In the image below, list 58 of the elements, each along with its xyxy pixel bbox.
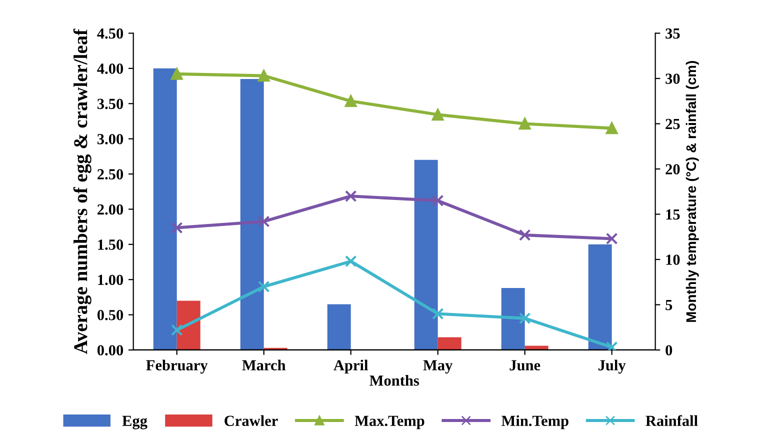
x-tick-label: February	[146, 360, 208, 374]
y-tick-label: 0.50	[97, 310, 124, 320]
bar	[414, 160, 438, 350]
point	[258, 280, 270, 293]
legend-label: Egg	[122, 416, 148, 430]
y-tick-label: 1.00	[98, 274, 124, 286]
legend-label: Rainfall	[646, 415, 698, 426]
y-tick-label: 0.00	[97, 345, 124, 356]
y2-axis-title: Monthly temperature (°C) & rainfall (cm)	[686, 61, 699, 322]
y2-tick-label: 20	[666, 164, 680, 174]
x-axis-title: Months	[370, 374, 420, 386]
legend-label: Crawler	[224, 415, 278, 426]
point	[170, 222, 183, 234]
point	[170, 68, 183, 80]
x-tick-label: March	[242, 360, 286, 370]
y2-tick-label: 30	[666, 74, 680, 84]
x-tick-label: July	[598, 360, 626, 374]
y-tick-label: 2.00	[98, 204, 124, 215]
y-tick-label: 3.00	[97, 134, 124, 144]
point	[258, 70, 270, 82]
legend-label: Min.Temp	[502, 415, 568, 430]
y-tick-label: 2.50	[98, 169, 124, 180]
point	[258, 216, 270, 228]
y2-tick-label: 35	[666, 28, 680, 39]
bar	[176, 300, 200, 350]
bar	[438, 337, 462, 350]
point	[432, 194, 444, 207]
x-tick-label: May	[423, 360, 453, 374]
point	[432, 308, 444, 320]
point	[606, 122, 618, 134]
bar	[240, 78, 264, 350]
point	[518, 229, 531, 241]
point	[170, 324, 183, 336]
y-tick-label: 4.50	[97, 28, 124, 39]
bar	[588, 244, 612, 350]
legend-label: Max.Temp	[354, 416, 424, 430]
y-axis-title: Average numbers of egg & crawler/leaf	[73, 28, 92, 354]
point	[344, 190, 357, 202]
y2-tick-label: 10	[666, 254, 680, 265]
point	[344, 255, 357, 268]
bar	[327, 304, 351, 350]
y2-tick-label: 0	[666, 345, 672, 356]
y2-tick-label: 15	[666, 209, 680, 220]
bar	[501, 288, 525, 350]
y2-tick-label: 25	[666, 118, 680, 130]
y-tick-label: 1.50	[98, 240, 124, 250]
y-tick-label: 4.00	[97, 64, 124, 74]
point	[432, 108, 444, 121]
bar	[153, 68, 177, 350]
y-tick-label: 3.50	[97, 98, 124, 110]
x-tick-label: June	[510, 360, 540, 370]
point	[518, 118, 531, 130]
bar	[524, 346, 548, 350]
point	[344, 95, 357, 108]
point	[518, 312, 531, 324]
x-tick-label: April	[334, 360, 368, 374]
y2-tick-label: 5	[666, 300, 672, 310]
point	[606, 232, 618, 245]
